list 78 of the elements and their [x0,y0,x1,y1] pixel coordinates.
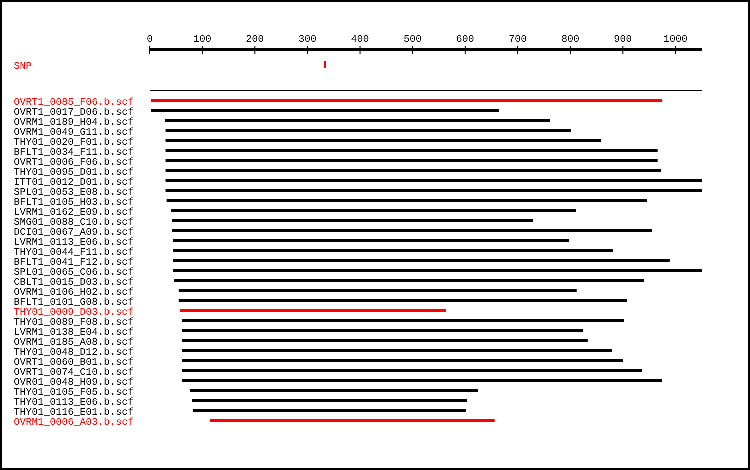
bar [151,100,663,102]
bar [171,210,576,212]
bar [166,200,648,202]
bar [182,380,662,382]
bar [166,130,572,132]
y-tick-label: SPL01_0065_C06.b.scf [14,267,134,279]
x-tick-label: 500 [404,35,422,46]
y-tick-label: ITT01_0012_D01.b.scf [14,177,134,189]
y-tick-label: BFLT1_0105_H03.b.scf [14,197,134,209]
y-tick-label: SPL01_0053_E08.b.scf [14,187,134,199]
y-tick-label: OVRM1_0106_H02.b.scf [14,287,134,299]
y-tick-label: THY01_0113_E06.b.scf [14,397,134,409]
y-tick-label: SMG01_0088_C10.b.scf [14,217,134,229]
bar [166,140,602,142]
bar [182,340,588,342]
bar [190,390,478,392]
y-tick-label: THY01_0105_F05.b.scf [14,387,134,399]
y-tick-label: THY01_0089_F08.b.scf [14,317,134,329]
y-tick-label: THY01_0048_D12.b.scf [14,347,134,359]
bar [178,290,577,292]
y-tick-label: DCI01_0067_A09.b.scf [14,227,134,239]
bar [173,260,670,262]
y-tick-label: OVR01_0048_H09.b.scf [14,377,134,389]
x-tick-label: 800 [562,35,580,46]
bar [173,250,614,252]
y-tick-label: THY01_0044_F11.b.scf [14,247,134,259]
bar [180,310,446,312]
bar [173,240,569,242]
y-tick-label: OVRM1_0185_A08.b.scf [14,337,134,349]
y-tick-label: THY01_0009_D03.b.scf [14,307,134,319]
bar [182,320,624,322]
bar [172,230,652,232]
y-tick-label: OVRT1_0085_F06.b.scf [14,97,134,109]
bar [172,220,534,222]
bar [182,350,612,352]
x-tick-label: 300 [298,35,317,46]
y-tick-label: LVRM1_0138_E04.b.scf [14,327,134,339]
bar [182,370,642,372]
bar [193,410,466,412]
y-tick-label: BFLT1_0101_G08.b.scf [14,297,134,309]
bar [174,280,644,282]
y-tick-label: OVRT1_0017_D06.b.scf [14,107,134,119]
bar [192,400,468,402]
y-tick-label: CBLT1_0015_D03.b.scf [14,277,134,289]
bar [210,420,495,422]
y-tick-label: THY01_0095_D01.b.scf [14,167,134,179]
x-tick-label: 700 [508,35,528,46]
y-tick-label: LVRM1_0113_E06.b.scf [14,237,134,249]
y-tick-label: OVRT1_0074_C10.b.scf [14,367,134,379]
bar [166,150,658,152]
bar [151,110,500,112]
y-tick-label: LVRM1_0162_E09.b.scf [14,207,134,219]
bar [166,160,658,162]
bar [182,360,624,362]
bar [166,190,702,192]
bar [166,170,661,172]
x-tick-label: 200 [246,35,264,46]
y-tick-label: BFLT1_0041_F12.b.scf [14,257,134,269]
bar [178,300,628,302]
bar [165,120,550,122]
y-tick-label: OVRM1_0049_G11.b.scf [14,127,134,139]
y-tick-label: OVRT1_0006_F06.b.scf [14,157,134,169]
x-tick-label: 400 [351,35,370,46]
y-tick-label: BFLT1_0034_F11.b.scf [14,147,134,159]
bar [166,180,702,182]
bar [173,270,702,272]
x-tick-label: 100 [194,35,212,46]
y-tick-label: OVRT1_0060_B01.b.scf [14,357,134,369]
y-tick-label: SNP [14,62,32,73]
y-tick-label: THY01_0020_F01.b.scf [14,137,134,149]
x-tick-label: 600 [456,35,474,46]
bar [182,330,584,332]
y-tick-label: OVRM1_0006_A03.b.scf [14,417,134,429]
y-tick-label: OVRM1_0189_H04.b.scf [14,117,134,129]
x-tick-label: 900 [614,35,632,46]
y-tick-label: THY01_0116_E01.b.scf [14,407,134,419]
x-tick-label: 0 [146,35,154,46]
x-tick-label: 1000 [664,35,688,46]
